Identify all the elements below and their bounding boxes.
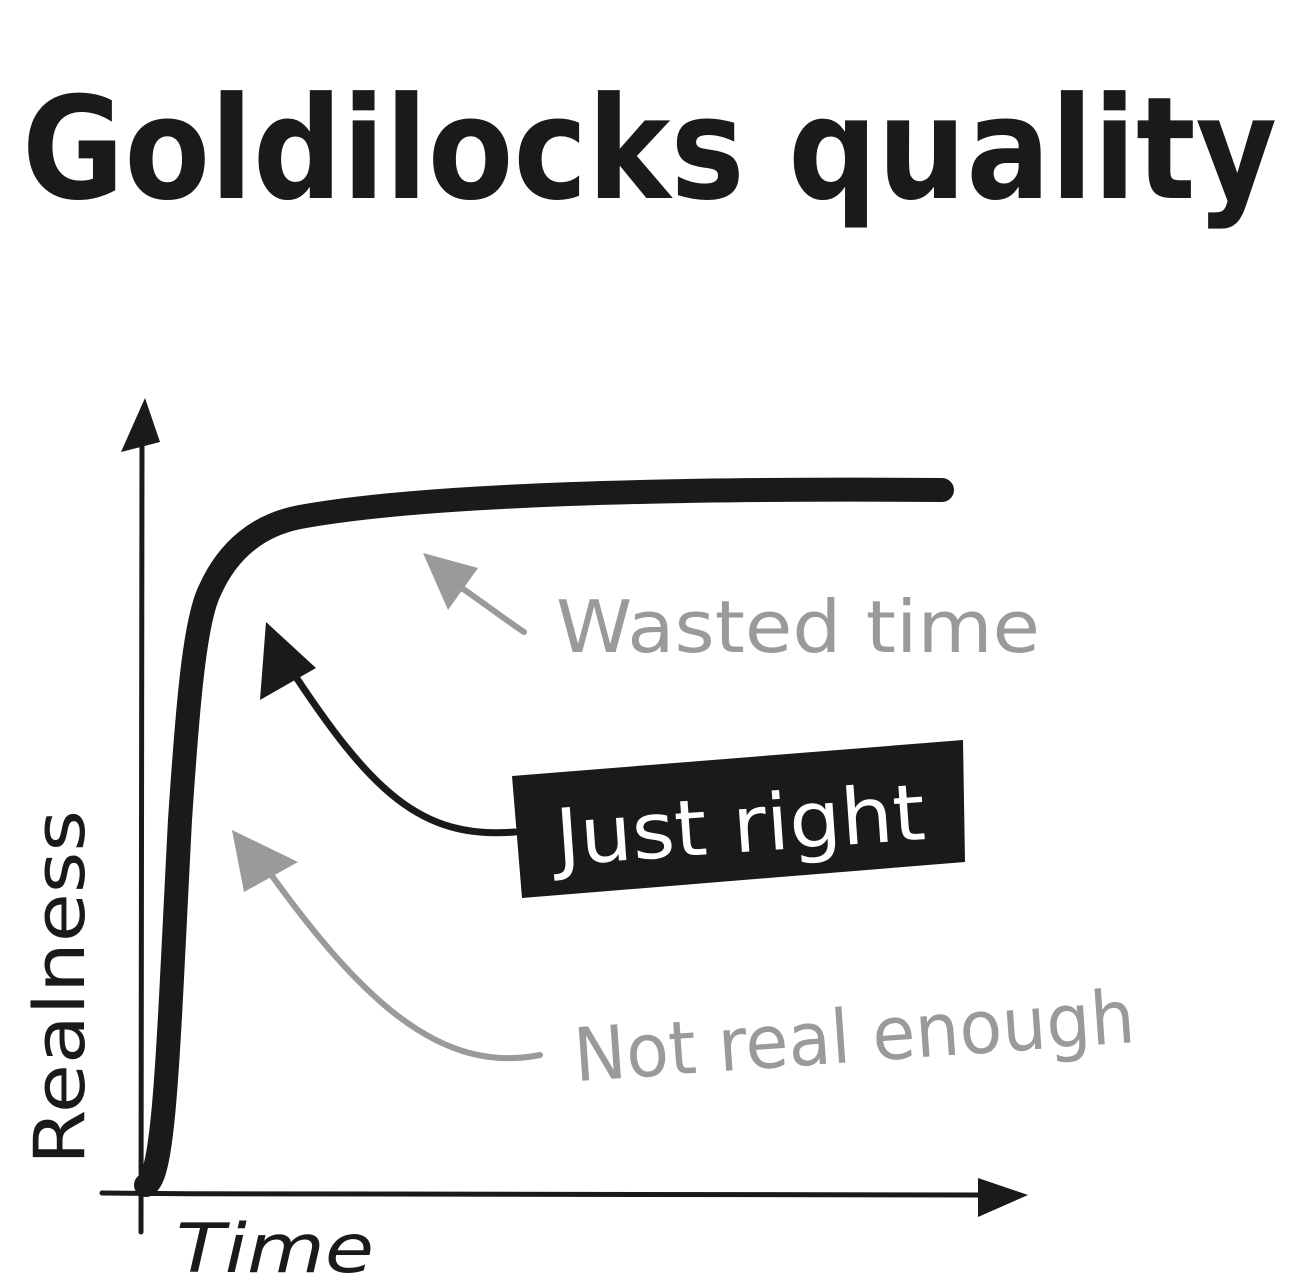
x-axis-line — [99, 1190, 985, 1198]
not-real-enough-arrowhead — [232, 830, 298, 892]
x-axis-label: Time — [176, 1210, 374, 1288]
diagram-title: Goldilocks quality — [22, 67, 1277, 232]
x-axis — [99, 1178, 1028, 1217]
y-axis-line — [138, 437, 145, 1235]
y-axis-label: Realness — [19, 810, 101, 1165]
wasted-time-annotation: Wasted time — [423, 553, 1040, 669]
not-real-enough-label: Not real enough — [571, 974, 1138, 1099]
x-axis-arrowhead — [978, 1178, 1028, 1217]
just-right-box — [512, 740, 965, 898]
y-axis-arrowhead — [121, 398, 160, 452]
wasted-time-label: Wasted time — [556, 585, 1040, 669]
not-real-enough-arrow-line — [259, 859, 543, 1062]
y-axis — [121, 398, 160, 1235]
just-right-arrow-line — [286, 664, 519, 837]
just-right-arrowhead — [260, 622, 316, 700]
wasted-time-arrowhead — [423, 553, 478, 610]
just-right-annotation: Just right — [260, 622, 965, 898]
realness-curve — [134, 477, 954, 1197]
